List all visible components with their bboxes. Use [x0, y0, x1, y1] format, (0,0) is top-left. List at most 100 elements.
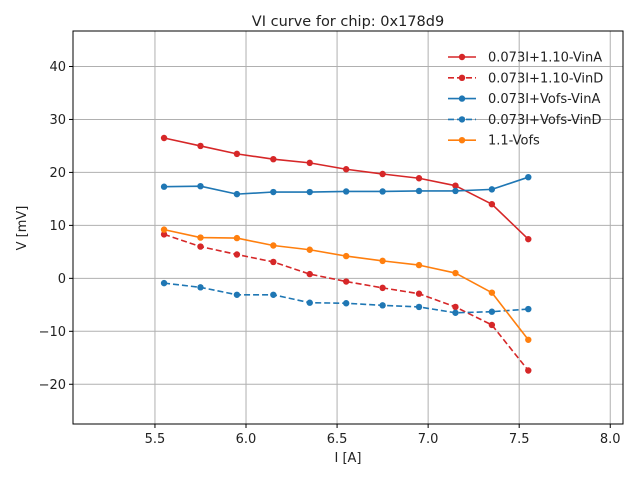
data-point	[525, 173, 532, 181]
data-point	[379, 302, 386, 309]
legend: 0.073I+1.10-VinA 0.073I+1.10-VinD 0.073I+V…	[448, 51, 603, 149]
legend-label: 0.073I+1.10-VinD	[488, 71, 603, 86]
legend-marker	[458, 74, 466, 82]
data-point	[306, 299, 313, 306]
x-tick-label: 6.0	[236, 432, 257, 447]
data-point	[488, 186, 496, 193]
data-point	[160, 279, 168, 287]
data-point	[415, 175, 423, 182]
series-0-073i-vofs-vina	[160, 173, 532, 198]
series-line	[163, 282, 529, 314]
data-point	[197, 234, 204, 241]
data-point	[379, 170, 386, 178]
data-point	[525, 336, 532, 343]
x-tick-label: 6.5	[327, 432, 348, 447]
series-layer	[160, 134, 532, 374]
chart-title: VI curve for chip: 0x178d9	[252, 14, 444, 30]
data-point	[452, 187, 459, 195]
data-point	[342, 166, 350, 173]
x-axis: 5.5 6.0 6.5 7.0 7.5 8.0	[145, 424, 621, 447]
data-point	[342, 300, 350, 307]
data-point	[488, 321, 496, 329]
series-0-073i-1-10-vina	[160, 134, 532, 243]
data-point	[160, 183, 168, 190]
grid	[73, 31, 623, 424]
data-point	[488, 308, 496, 315]
data-point	[452, 303, 459, 311]
x-tick-label: 7.5	[509, 432, 530, 447]
data-point	[452, 269, 459, 277]
data-point	[415, 303, 423, 311]
y-tick-label: −10	[39, 325, 66, 340]
data-point	[452, 309, 459, 316]
series-0-073i-1-10-vind	[160, 231, 532, 374]
legend-marker	[458, 137, 466, 144]
data-point	[488, 289, 496, 296]
data-point	[270, 291, 277, 298]
data-point	[452, 182, 459, 189]
data-point	[233, 234, 241, 242]
series-line	[163, 233, 529, 372]
y-tick-label: 30	[49, 113, 66, 128]
data-point	[525, 367, 532, 374]
series-0-073i-vofs-vind	[160, 279, 532, 316]
y-tick-label: 10	[49, 219, 66, 234]
x-axis-label: I [A]	[334, 451, 361, 466]
data-point	[270, 258, 277, 266]
y-axis-label: V [mV]	[15, 206, 30, 251]
legend-item: 0.073I+1.10-VinD	[448, 71, 603, 86]
y-tick-label: 40	[49, 60, 66, 75]
data-point	[379, 188, 386, 195]
y-axis: −20 −10 0 10 20 30 40	[39, 60, 73, 393]
data-point	[160, 134, 168, 142]
data-point	[306, 246, 313, 253]
data-point	[197, 142, 204, 150]
y-tick-label: 20	[49, 166, 66, 181]
data-point	[270, 188, 277, 196]
data-point	[488, 200, 496, 208]
data-point	[415, 290, 423, 297]
legend-item: 0.073I+Vofs-VinA	[448, 92, 601, 107]
data-point	[342, 278, 350, 285]
data-point	[306, 159, 313, 167]
legend-marker	[458, 116, 466, 123]
legend-item: 1.1-Vofs	[448, 134, 540, 149]
data-point	[233, 190, 241, 198]
data-point	[379, 257, 386, 265]
data-point	[197, 182, 204, 190]
x-tick-label: 7.0	[418, 432, 439, 447]
data-point	[233, 291, 241, 298]
data-point	[197, 284, 204, 291]
data-point	[415, 187, 423, 195]
legend-label: 1.1-Vofs	[488, 134, 540, 149]
data-point	[342, 188, 350, 195]
y-tick-label: −20	[39, 378, 66, 393]
data-point	[415, 261, 423, 269]
x-tick-label: 5.5	[145, 432, 166, 447]
legend-label: 0.073I+Vofs-VinA	[488, 92, 601, 107]
data-point	[160, 226, 168, 233]
legend-marker	[458, 95, 466, 102]
legend-item: 0.073I+Vofs-VinD	[448, 113, 602, 128]
data-point	[270, 242, 277, 249]
data-point	[270, 155, 277, 163]
data-point	[379, 284, 386, 292]
legend-item: 0.073I+1.10-VinA	[448, 51, 602, 66]
data-point	[525, 305, 532, 313]
x-tick-label: 8.0	[600, 432, 621, 447]
data-point	[306, 270, 313, 278]
data-point	[525, 235, 532, 243]
data-point	[233, 150, 241, 158]
data-point	[160, 231, 168, 238]
legend-label: 0.073I+1.10-VinA	[488, 51, 602, 66]
legend-marker	[458, 53, 466, 61]
plot-frame	[72, 30, 624, 425]
data-point	[342, 252, 350, 260]
legend-label: 0.073I+Vofs-VinD	[488, 113, 602, 128]
y-tick-label: 0	[58, 272, 66, 287]
data-point	[233, 251, 241, 258]
data-point	[197, 243, 204, 250]
data-point	[306, 188, 313, 196]
series-1-1-vofs	[160, 226, 532, 343]
